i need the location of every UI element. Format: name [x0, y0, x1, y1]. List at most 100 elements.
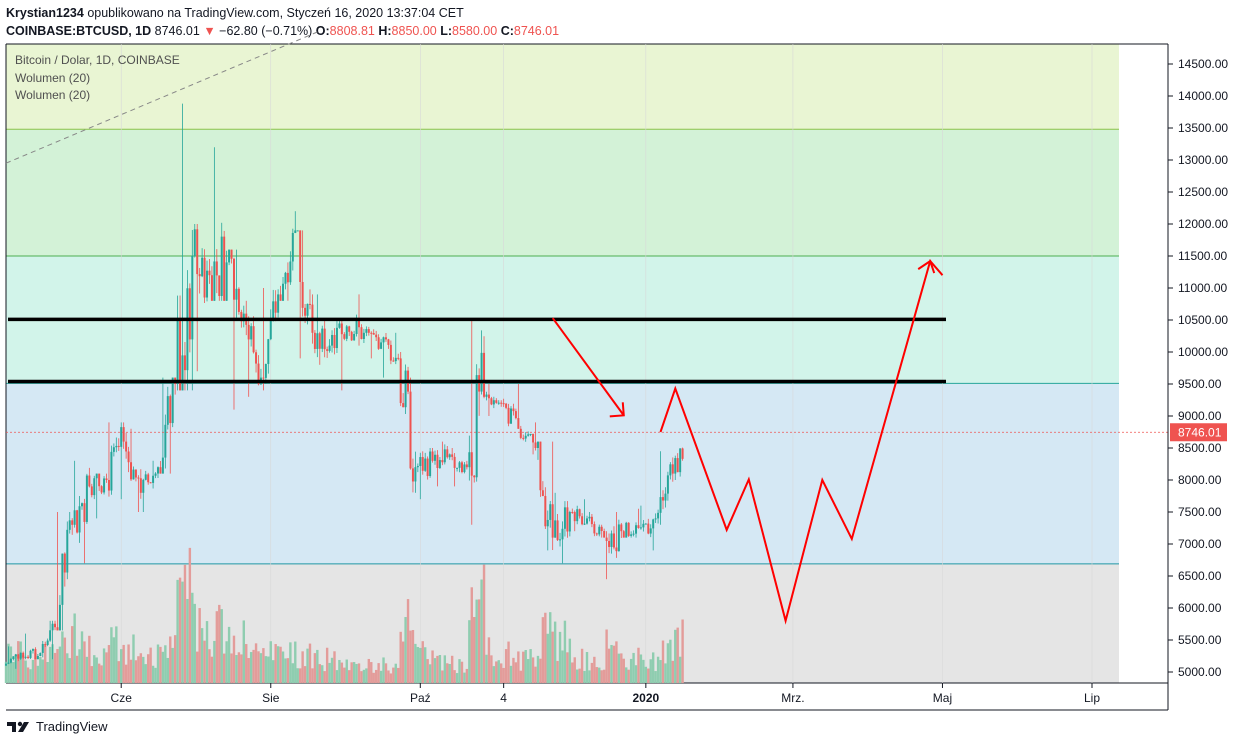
- candle-body: [409, 391, 412, 469]
- candle-body: [485, 394, 488, 397]
- candle-body: [304, 307, 307, 316]
- volume-bar: [210, 656, 214, 683]
- candle-body: [652, 519, 655, 529]
- volume-bar: [4, 661, 8, 683]
- candle-body: [218, 275, 221, 297]
- volume-bar: [188, 547, 192, 683]
- candle-body: [44, 643, 47, 645]
- candle-body: [404, 370, 407, 408]
- volume-bar: [556, 660, 559, 683]
- author-name[interactable]: Krystian1234: [6, 6, 84, 20]
- volume-bar: [267, 656, 270, 683]
- change-down-icon: ▼: [203, 24, 216, 38]
- candle-body: [502, 403, 505, 405]
- open-label: O:: [315, 24, 330, 38]
- candle-body: [29, 650, 32, 658]
- volume-bar: [448, 663, 451, 683]
- volume-bar: [203, 640, 206, 683]
- price-tick-label: 9000.00: [1178, 409, 1222, 423]
- candle-body: [556, 520, 559, 541]
- price-tick-label: 9500.00: [1178, 377, 1222, 391]
- candle-body: [152, 475, 155, 483]
- candle-body: [620, 524, 623, 532]
- volume-bar: [124, 664, 128, 683]
- ohlc-line: COINBASE:BTCUSD, 1D 8746.01 ▼ −62.80 (−0…: [6, 22, 559, 40]
- volume-bar: [649, 659, 652, 683]
- candle-body: [294, 230, 297, 233]
- candle-body: [522, 437, 525, 439]
- candle-body: [252, 326, 255, 353]
- price-tick-label: 14500.00: [1178, 57, 1228, 71]
- volume-bar: [678, 656, 682, 683]
- candle-body: [333, 334, 336, 349]
- dashed-trendline[interactable]: [5, 31, 318, 164]
- volume-bar: [213, 640, 216, 683]
- candle-body: [308, 303, 311, 305]
- volume-bar: [455, 673, 459, 683]
- projection-path[interactable]: [659, 259, 944, 625]
- candle-body: [568, 512, 571, 532]
- candle-body: [39, 652, 42, 656]
- candle-body: [544, 495, 547, 527]
- volume-bar: [419, 647, 422, 683]
- time-axis[interactable]: Cze Sie Paź 4 2020 Mrz. Maj Lip: [6, 683, 1168, 711]
- candle-body: [639, 527, 642, 529]
- candle-body: [230, 249, 233, 259]
- price-tick-label: 10000.00: [1178, 345, 1228, 359]
- volume-bar: [634, 665, 638, 683]
- tradingview-logo[interactable]: TradingView: [6, 719, 108, 734]
- volume-bar: [514, 662, 518, 683]
- candle-body: [416, 466, 419, 468]
- candle-body: [186, 288, 189, 371]
- candle-body: [505, 403, 508, 408]
- legend-volume-2: Wolumen (20): [15, 88, 90, 102]
- candle-body: [512, 408, 515, 412]
- volume-bar: [507, 641, 510, 683]
- candle-body: [36, 656, 39, 660]
- candle-body: [73, 510, 76, 525]
- candle-body: [85, 475, 88, 522]
- volume-bar: [595, 667, 599, 683]
- candle-body: [483, 352, 486, 397]
- volume-bar: [139, 653, 143, 683]
- volume-bar: [544, 612, 547, 683]
- volume-bar: [394, 663, 397, 683]
- candle-body: [642, 523, 645, 528]
- candle-body: [279, 294, 282, 301]
- volume-bar: [46, 662, 49, 683]
- volume-bar: [252, 649, 255, 683]
- candle-body: [144, 474, 147, 480]
- volume-bar: [14, 654, 18, 683]
- candle-body: [134, 469, 137, 478]
- volume-bar: [433, 658, 437, 683]
- volume-bar: [573, 657, 576, 683]
- candle-body: [382, 337, 385, 343]
- volume-bar: [129, 659, 133, 683]
- volume-bar: [276, 646, 280, 683]
- candle-body: [475, 375, 478, 478]
- candle-body: [402, 403, 405, 408]
- candle-body: [350, 331, 353, 341]
- volume-bar: [661, 640, 665, 683]
- candle-body: [590, 516, 593, 525]
- volume-bar: [151, 665, 155, 683]
- volume-bar: [485, 654, 488, 683]
- candle-body: [615, 547, 618, 552]
- candle-body: [206, 270, 209, 298]
- down-arrow-line[interactable]: [551, 317, 625, 416]
- candle-body: [443, 449, 446, 463]
- candle-body: [95, 473, 98, 479]
- candle-body: [110, 451, 113, 491]
- candle-body: [387, 339, 390, 345]
- candle-body: [215, 261, 218, 276]
- price-axis[interactable]: 5000.00 5500.00 6000.00 6500.00 7000.00 7500.…: [1167, 44, 1228, 710]
- candle-body: [372, 333, 375, 335]
- candle-body: [201, 257, 204, 277]
- volume-bar: [26, 667, 30, 683]
- volume-bar: [362, 669, 366, 683]
- time-tick-label: Lip: [1084, 691, 1100, 705]
- candle-body: [156, 467, 159, 474]
- candle-body: [500, 402, 503, 404]
- volume-bar: [318, 664, 321, 683]
